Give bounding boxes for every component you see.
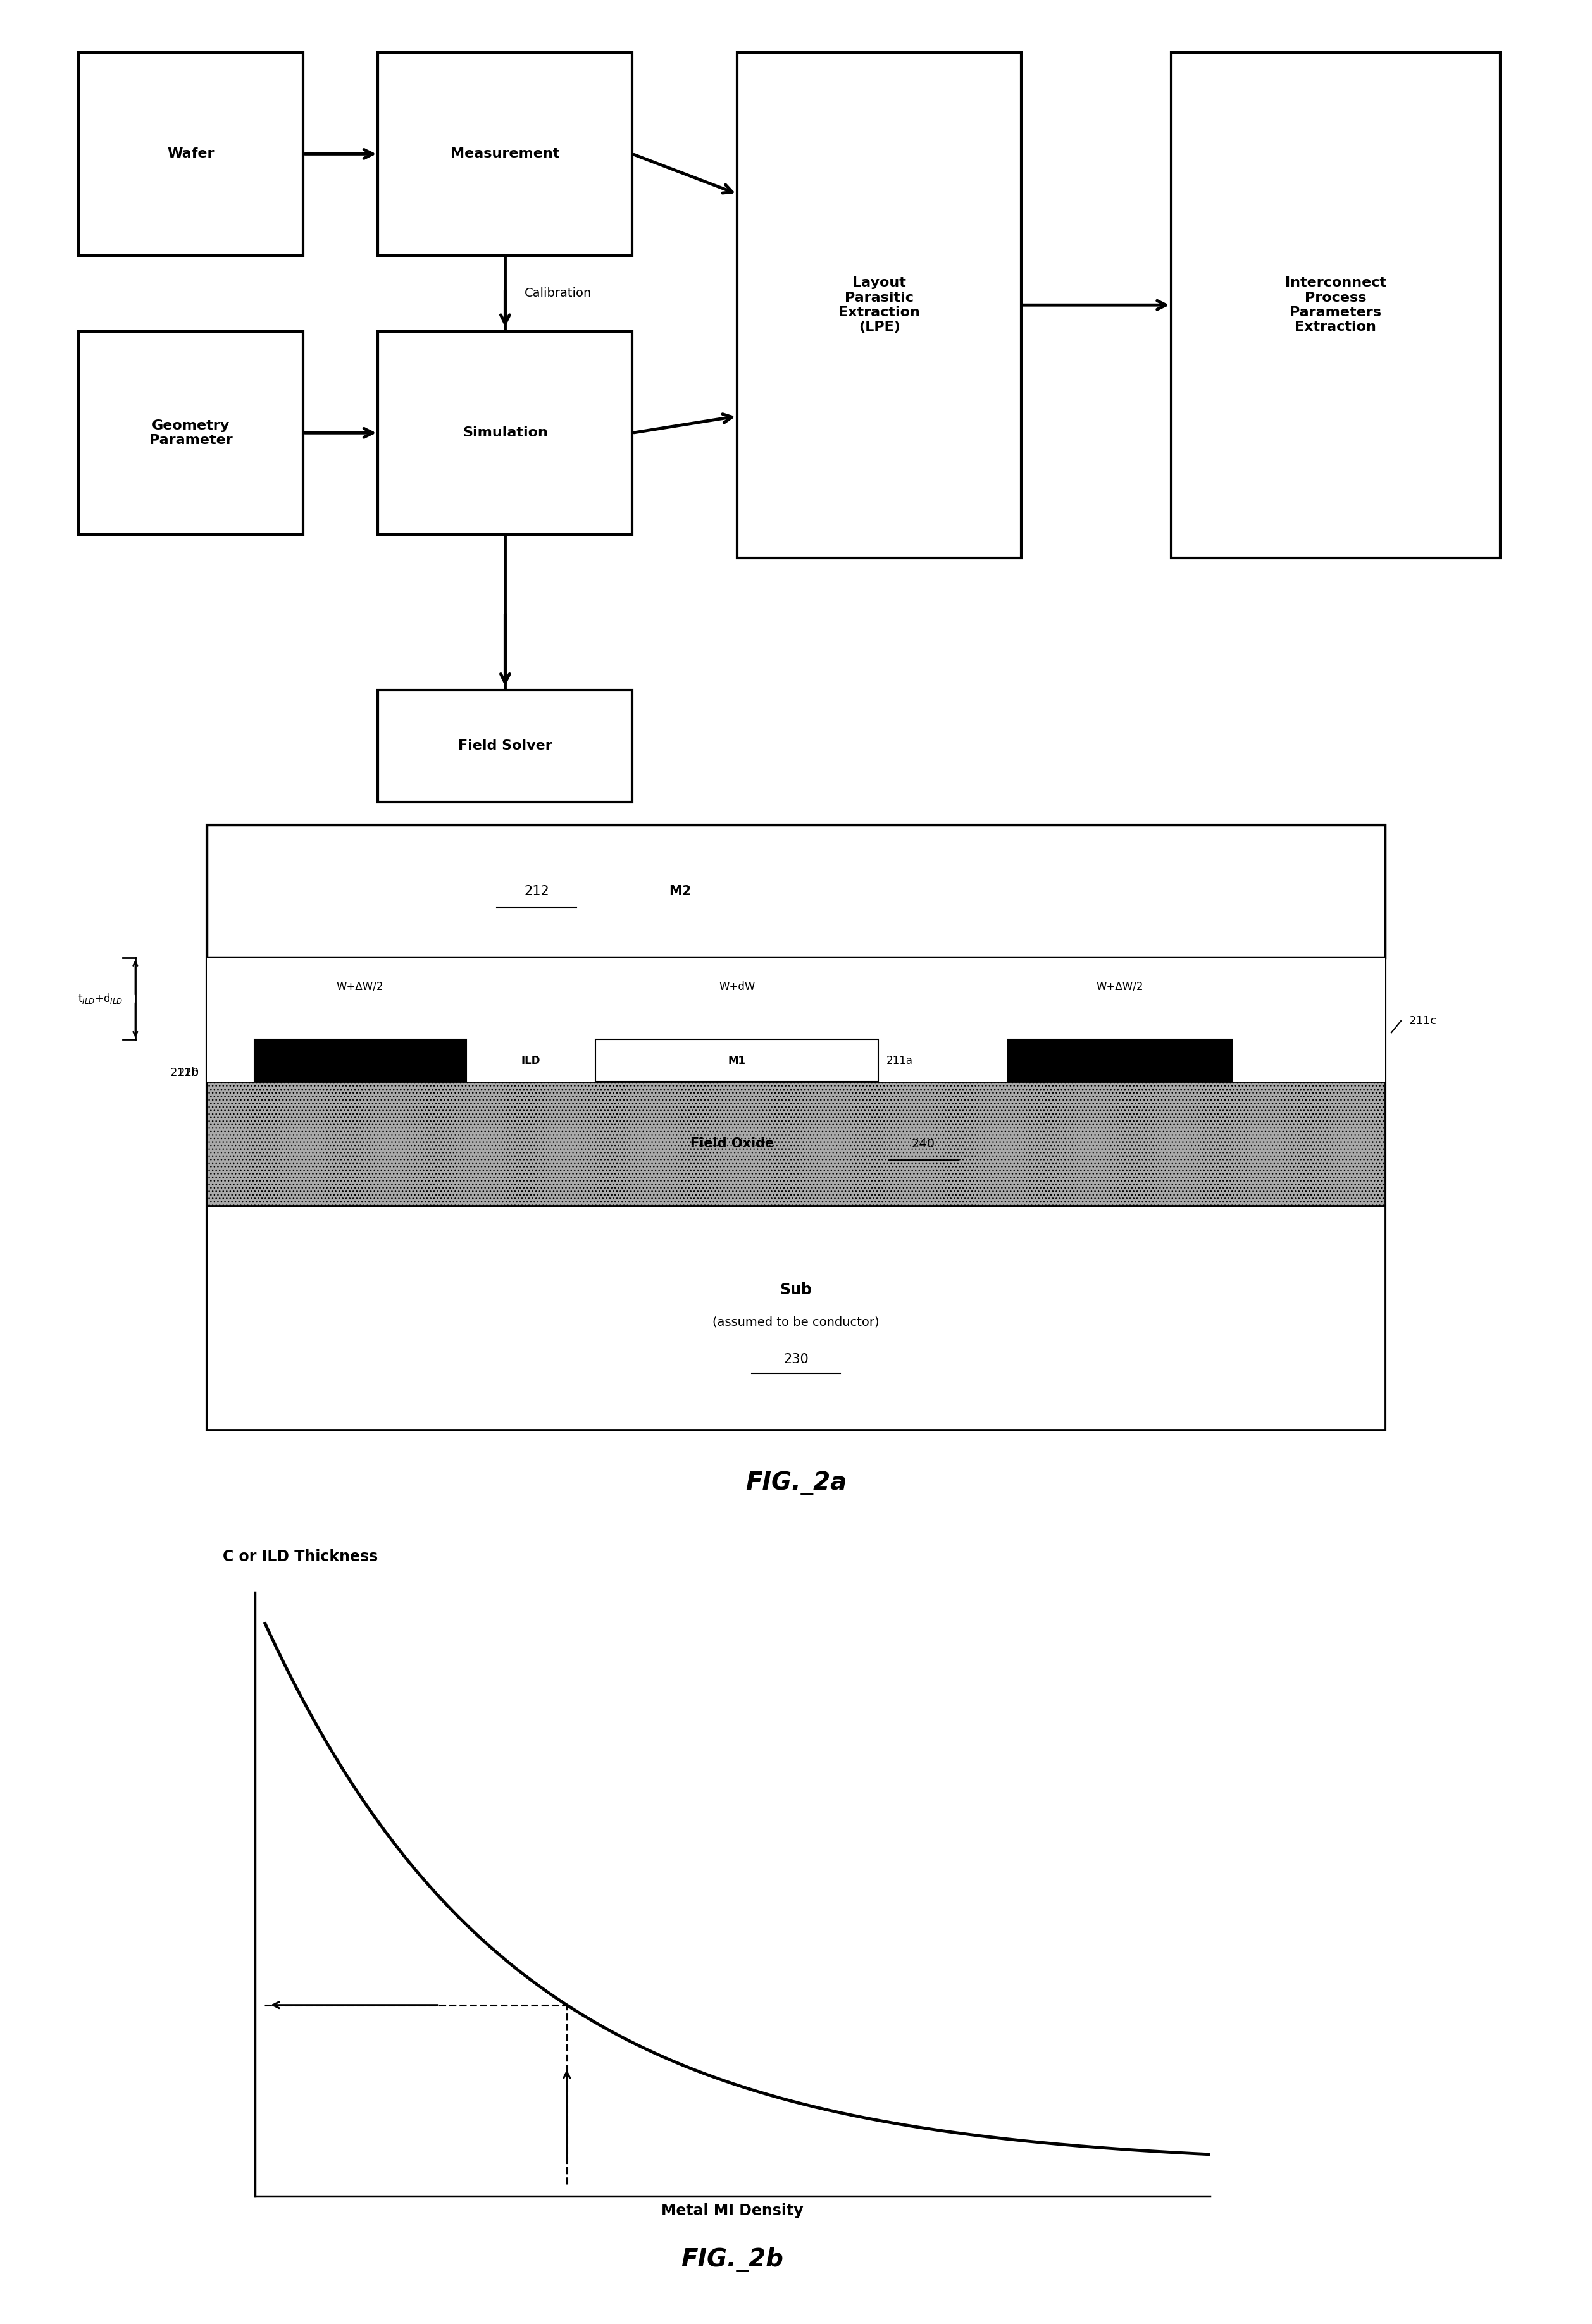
Text: 211b: 211b	[170, 1067, 199, 1078]
Text: Measurement: Measurement	[451, 149, 560, 160]
X-axis label: Metal MI Density: Metal MI Density	[661, 2203, 804, 2219]
Text: Calibration: Calibration	[524, 288, 592, 300]
Bar	[207, 1081, 1385, 1206]
Text: W+ΔW/2: W+ΔW/2	[336, 981, 384, 992]
Text: ILD: ILD	[521, 1055, 541, 1067]
Text: FIG._1: FIG._1	[763, 837, 861, 865]
Text: FIG._2a: FIG._2a	[745, 1471, 847, 1494]
Bar	[78, 330, 302, 535]
Text: 220: 220	[177, 1067, 199, 1078]
Bar	[1172, 51, 1500, 558]
Bar	[377, 51, 632, 256]
Text: Geometry
Parameter: Geometry Parameter	[150, 418, 232, 446]
Bar	[595, 1039, 879, 1081]
Text: Sub: Sub	[780, 1283, 812, 1297]
Text: 211a: 211a	[887, 1055, 912, 1067]
Text: M1: M1	[728, 1055, 747, 1067]
Text: 230: 230	[783, 1353, 809, 1367]
Text: 240: 240	[912, 1139, 935, 1150]
Text: W+dW: W+dW	[720, 981, 755, 992]
Text: t$_{ILD}$+d$_{ILD}$: t$_{ILD}$+d$_{ILD}$	[78, 992, 123, 1006]
Bar	[207, 825, 1385, 1429]
Bar	[255, 1039, 466, 1081]
Text: W+ΔW/2: W+ΔW/2	[1097, 981, 1143, 992]
Text: (assumed to be conductor): (assumed to be conductor)	[713, 1315, 879, 1327]
Text: 211c: 211c	[1409, 1016, 1438, 1027]
Text: C or ILD Thickness: C or ILD Thickness	[223, 1548, 377, 1564]
Text: M2: M2	[669, 885, 691, 897]
Text: Interconnect
Process
Parameters
Extraction: Interconnect Process Parameters Extracti…	[1285, 277, 1387, 332]
Bar	[207, 957, 1385, 1081]
Bar	[207, 1206, 1385, 1429]
Bar	[377, 330, 632, 535]
Bar	[737, 51, 1022, 558]
Text: Simulation: Simulation	[462, 428, 548, 439]
Text: Field Oxide: Field Oxide	[691, 1136, 774, 1150]
Text: FIG._2b: FIG._2b	[681, 2247, 783, 2273]
Bar	[377, 690, 632, 802]
Text: Wafer: Wafer	[167, 149, 215, 160]
Bar	[78, 51, 302, 256]
Bar	[1008, 1039, 1232, 1081]
Text: Layout
Parasitic
Extraction
(LPE): Layout Parasitic Extraction (LPE)	[839, 277, 920, 332]
Bar	[207, 825, 1385, 957]
Text: 212: 212	[524, 885, 549, 897]
Text: Field Solver: Field Solver	[458, 739, 552, 753]
